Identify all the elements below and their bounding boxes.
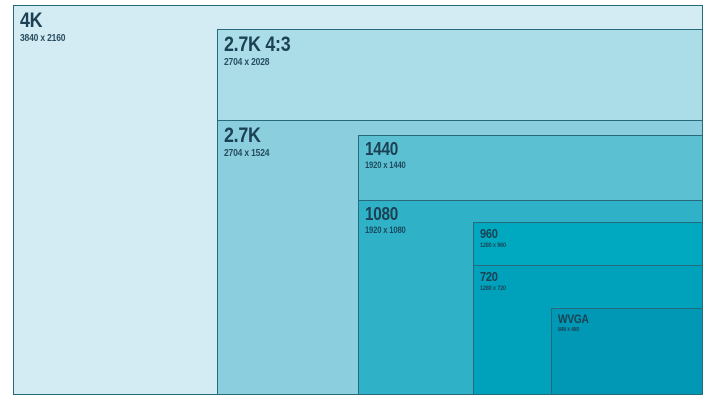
resolution-dimensions: 1920 x 1440 (364, 159, 406, 170)
resolution-label: 720 (479, 269, 498, 284)
resolution-dimensions: 2704 x 1524 (223, 148, 270, 160)
resolution-dimensions: 1280 x 720 (479, 284, 506, 292)
resolution-label: 2.7K 4:3 (223, 33, 291, 56)
resolution-label-block: 2.7K 4:3 2704 x 2028 (218, 30, 291, 69)
resolution-box-wvga: WVGA 848 x 480 (551, 308, 703, 395)
resolution-dimensions: 1920 x 1080 (364, 224, 406, 235)
resolution-label-block: WVGA 848 x 480 (552, 309, 589, 333)
resolution-label: 1080 (364, 204, 398, 224)
resolution-label: 2.7K (223, 124, 261, 147)
resolution-label-block: 960 1280 x 960 (474, 223, 506, 249)
resolution-label: 960 (479, 226, 498, 241)
resolution-dimensions: 1280 x 960 (479, 241, 506, 249)
resolution-label: 4K (19, 9, 43, 32)
resolution-label-block: 1440 1920 x 1440 (359, 136, 406, 170)
resolution-label-block: 2.7K 2704 x 1524 (218, 121, 270, 160)
resolution-dimensions: 848 x 480 (557, 326, 580, 333)
resolution-label-block: 720 1280 x 720 (474, 266, 506, 292)
resolution-label-block: 1080 1920 x 1080 (359, 201, 406, 235)
resolution-dimensions: 3840 x 2160 (19, 33, 66, 45)
resolution-label: WVGA (557, 312, 589, 326)
resolution-dimensions: 2704 x 2028 (223, 57, 270, 69)
resolution-label-block: 4K 3840 x 2160 (14, 6, 66, 45)
resolution-label: 1440 (364, 139, 398, 159)
